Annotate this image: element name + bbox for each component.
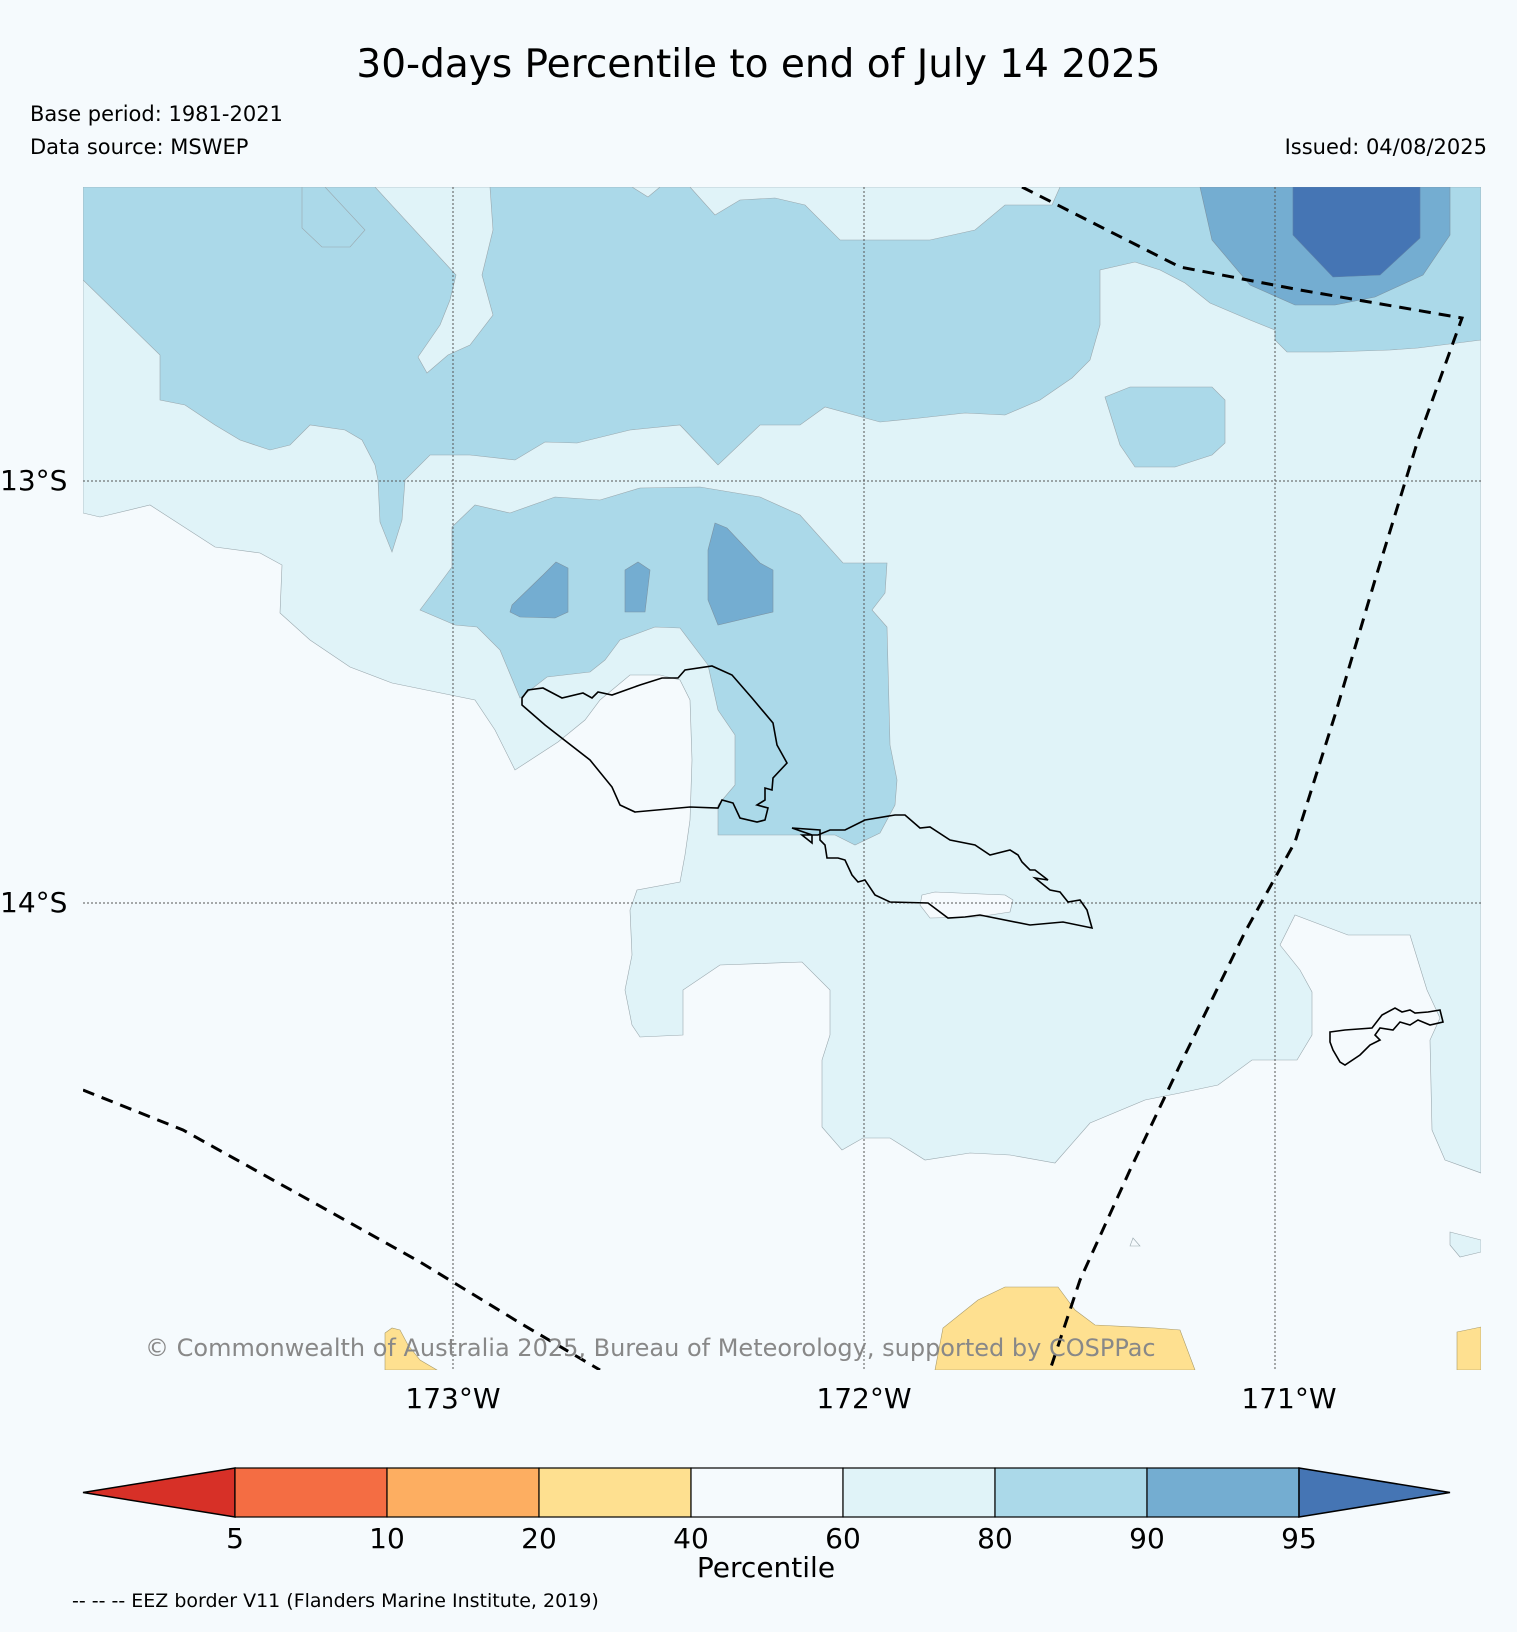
colorbar-extension-low bbox=[82, 1467, 236, 1518]
contour-40-60-pocket-2 bbox=[1129, 1237, 1141, 1247]
contour-20-40-south bbox=[934, 1286, 1196, 1370]
contour-90-95-east bbox=[707, 522, 774, 626]
lon-label-171w: 171°W bbox=[1241, 1382, 1336, 1415]
colorbar-segment bbox=[842, 1467, 996, 1518]
data-source-label: Data source: MSWEP bbox=[30, 135, 249, 159]
colorbar-tick-label: 20 bbox=[521, 1522, 557, 1555]
lon-label-173w: 173°W bbox=[405, 1382, 500, 1415]
colorbar-extension-high bbox=[1298, 1467, 1451, 1518]
colorbar-tick-label: 60 bbox=[825, 1522, 861, 1555]
eez-border-legend: -- -- -- EEZ border V11 (Flanders Marine… bbox=[72, 1590, 599, 1612]
colorbar-tick-label: 40 bbox=[673, 1522, 709, 1555]
colorbar-segment bbox=[994, 1467, 1148, 1518]
colorbar-title: Percentile bbox=[697, 1551, 835, 1584]
coastline-savaii bbox=[521, 665, 788, 823]
graticule bbox=[83, 187, 1481, 1370]
lon-label-172w: 172°W bbox=[816, 1382, 911, 1415]
colorbar-tick-label: 90 bbox=[1129, 1522, 1165, 1555]
colorbar-tick-label: 80 bbox=[977, 1522, 1013, 1555]
colorbar-segment bbox=[538, 1467, 692, 1518]
eez-border-north bbox=[1021, 187, 1465, 1370]
contour-80-90-north bbox=[83, 187, 1481, 553]
base-period-label: Base period: 1981-2021 bbox=[30, 102, 283, 126]
contour-60-80-se bbox=[1449, 1231, 1481, 1258]
coastlines bbox=[521, 665, 1444, 1066]
contour-90-95-mid bbox=[624, 561, 651, 613]
contour-80-90-islet bbox=[1104, 386, 1226, 468]
lat-label-13s: 13°S bbox=[0, 464, 67, 497]
contour-90-95-west bbox=[509, 561, 569, 619]
contour-20-40-east bbox=[1456, 1326, 1481, 1370]
issued-date-label: Issued: 04/08/2025 bbox=[1284, 135, 1487, 159]
colorbar-tick-label: 5 bbox=[226, 1522, 244, 1555]
coastline-upolu bbox=[791, 814, 1094, 930]
contour-80-90-central bbox=[419, 486, 898, 846]
contour-20-40-west bbox=[384, 1327, 438, 1370]
colorbar-tick-label: 10 bbox=[369, 1522, 405, 1555]
eez-border-southwest bbox=[83, 1088, 601, 1370]
colorbar-segment bbox=[234, 1467, 388, 1518]
contour-40-60-pocket-1 bbox=[919, 891, 1014, 919]
colorbar: 5 10 20 40 60 80 90 95 bbox=[82, 1467, 1451, 1555]
colorbar-tick-label: 95 bbox=[1281, 1522, 1317, 1555]
map-area bbox=[83, 187, 1481, 1370]
contour-95-plus bbox=[1292, 187, 1421, 278]
eez-borders bbox=[83, 187, 1465, 1370]
map-title: 30-days Percentile to end of July 14 202… bbox=[356, 42, 1161, 87]
lat-label-14s: 14°S bbox=[0, 886, 67, 919]
colorbar-segment bbox=[1146, 1467, 1300, 1518]
copyright-notice: © Commonwealth of Australia 2025, Bureau… bbox=[145, 1334, 1156, 1362]
coastline-tutuila bbox=[1329, 1007, 1444, 1066]
colorbar-segment bbox=[690, 1467, 844, 1518]
colorbar-segment bbox=[386, 1467, 540, 1518]
